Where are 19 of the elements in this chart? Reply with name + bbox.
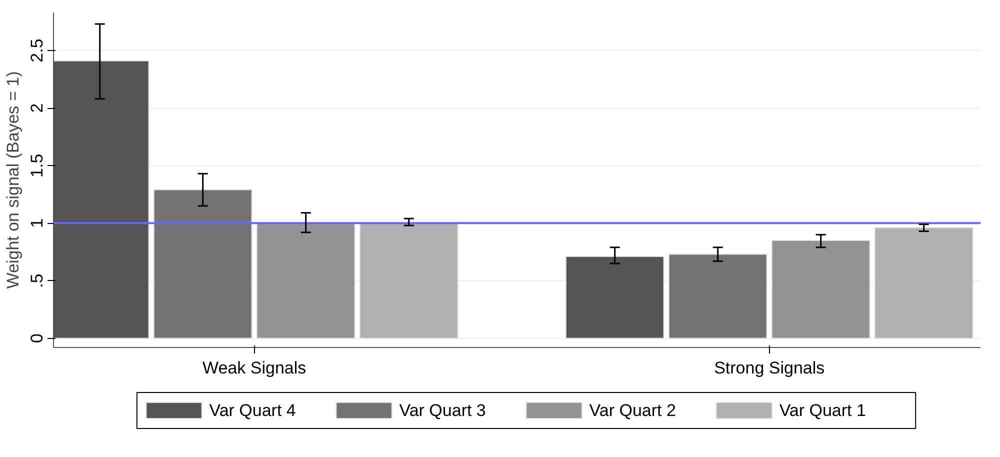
bar bbox=[668, 254, 768, 339]
bar bbox=[359, 222, 458, 339]
x-tick-label: Strong Signals bbox=[714, 358, 825, 378]
y-tick-label: 0 bbox=[28, 334, 46, 344]
legend-label: Var Quart 3 bbox=[399, 401, 486, 420]
bar bbox=[771, 240, 870, 339]
y-tick-label: 1 bbox=[28, 218, 46, 228]
legend-label: Var Quart 2 bbox=[589, 401, 676, 420]
y-tick-label: 2.5 bbox=[28, 38, 46, 62]
y-axis-title: Weight on signal (Bayes = 1) bbox=[4, 71, 22, 289]
y-tick-label: .5 bbox=[28, 274, 46, 288]
legend-label: Var Quart 4 bbox=[209, 401, 296, 420]
legend-label: Var Quart 1 bbox=[779, 401, 866, 420]
x-tick-label: Weak Signals bbox=[202, 358, 306, 378]
bar bbox=[153, 189, 252, 339]
y-tick-label: 1.5 bbox=[28, 154, 46, 178]
y-tick-label: 2 bbox=[28, 103, 46, 113]
bar bbox=[874, 227, 974, 339]
bar bbox=[256, 222, 356, 339]
